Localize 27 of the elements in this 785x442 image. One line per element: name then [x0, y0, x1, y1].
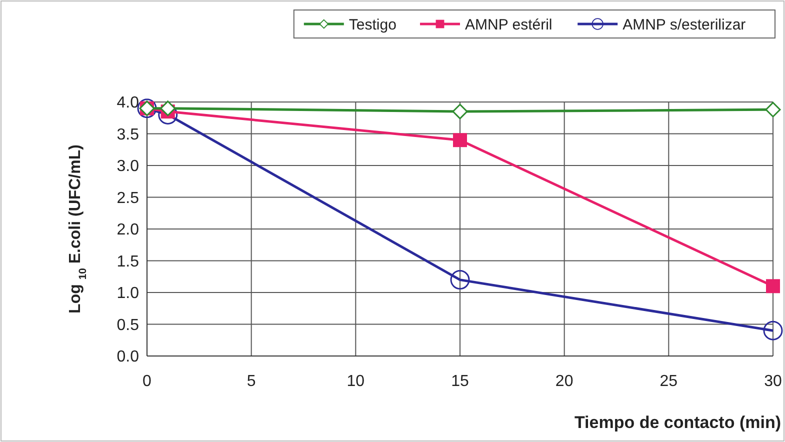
y-tick-label: 1.5: [116, 253, 140, 270]
point: [160, 100, 176, 116]
x-tick-label: 30: [764, 373, 782, 390]
point: [766, 279, 780, 294]
x-tick-label: 5: [246, 373, 256, 390]
legend-label: Testigo: [348, 16, 396, 34]
x-tick-label: 0: [142, 373, 152, 390]
y-tick-label: 0.5: [116, 316, 140, 334]
x-tick-label: 25: [660, 373, 678, 390]
y-tick-label: 0.0: [116, 348, 140, 366]
y-tick-label: 1.0: [116, 285, 140, 302]
point: [452, 104, 468, 120]
y-tick-label: 2.0: [116, 222, 140, 239]
x-axis-title: Tiempo de contacto (min): [574, 413, 781, 432]
x-tick-label: 20: [555, 373, 574, 390]
point: [450, 270, 470, 290]
legend-label: AMNP estéril: [465, 16, 552, 34]
point: [765, 102, 781, 118]
y-tick-label: 4.0: [116, 94, 140, 112]
y-tick-label: 3.0: [116, 158, 140, 176]
legend-label: AMNP s/esterilizar: [622, 16, 746, 34]
x-tick-label: 15: [451, 373, 469, 390]
y-tick-label: 2.5: [116, 190, 140, 207]
point: [453, 133, 467, 148]
x-tick-label: 10: [346, 373, 365, 390]
point: [763, 320, 783, 340]
y-tick-label: 3.5: [116, 126, 140, 144]
